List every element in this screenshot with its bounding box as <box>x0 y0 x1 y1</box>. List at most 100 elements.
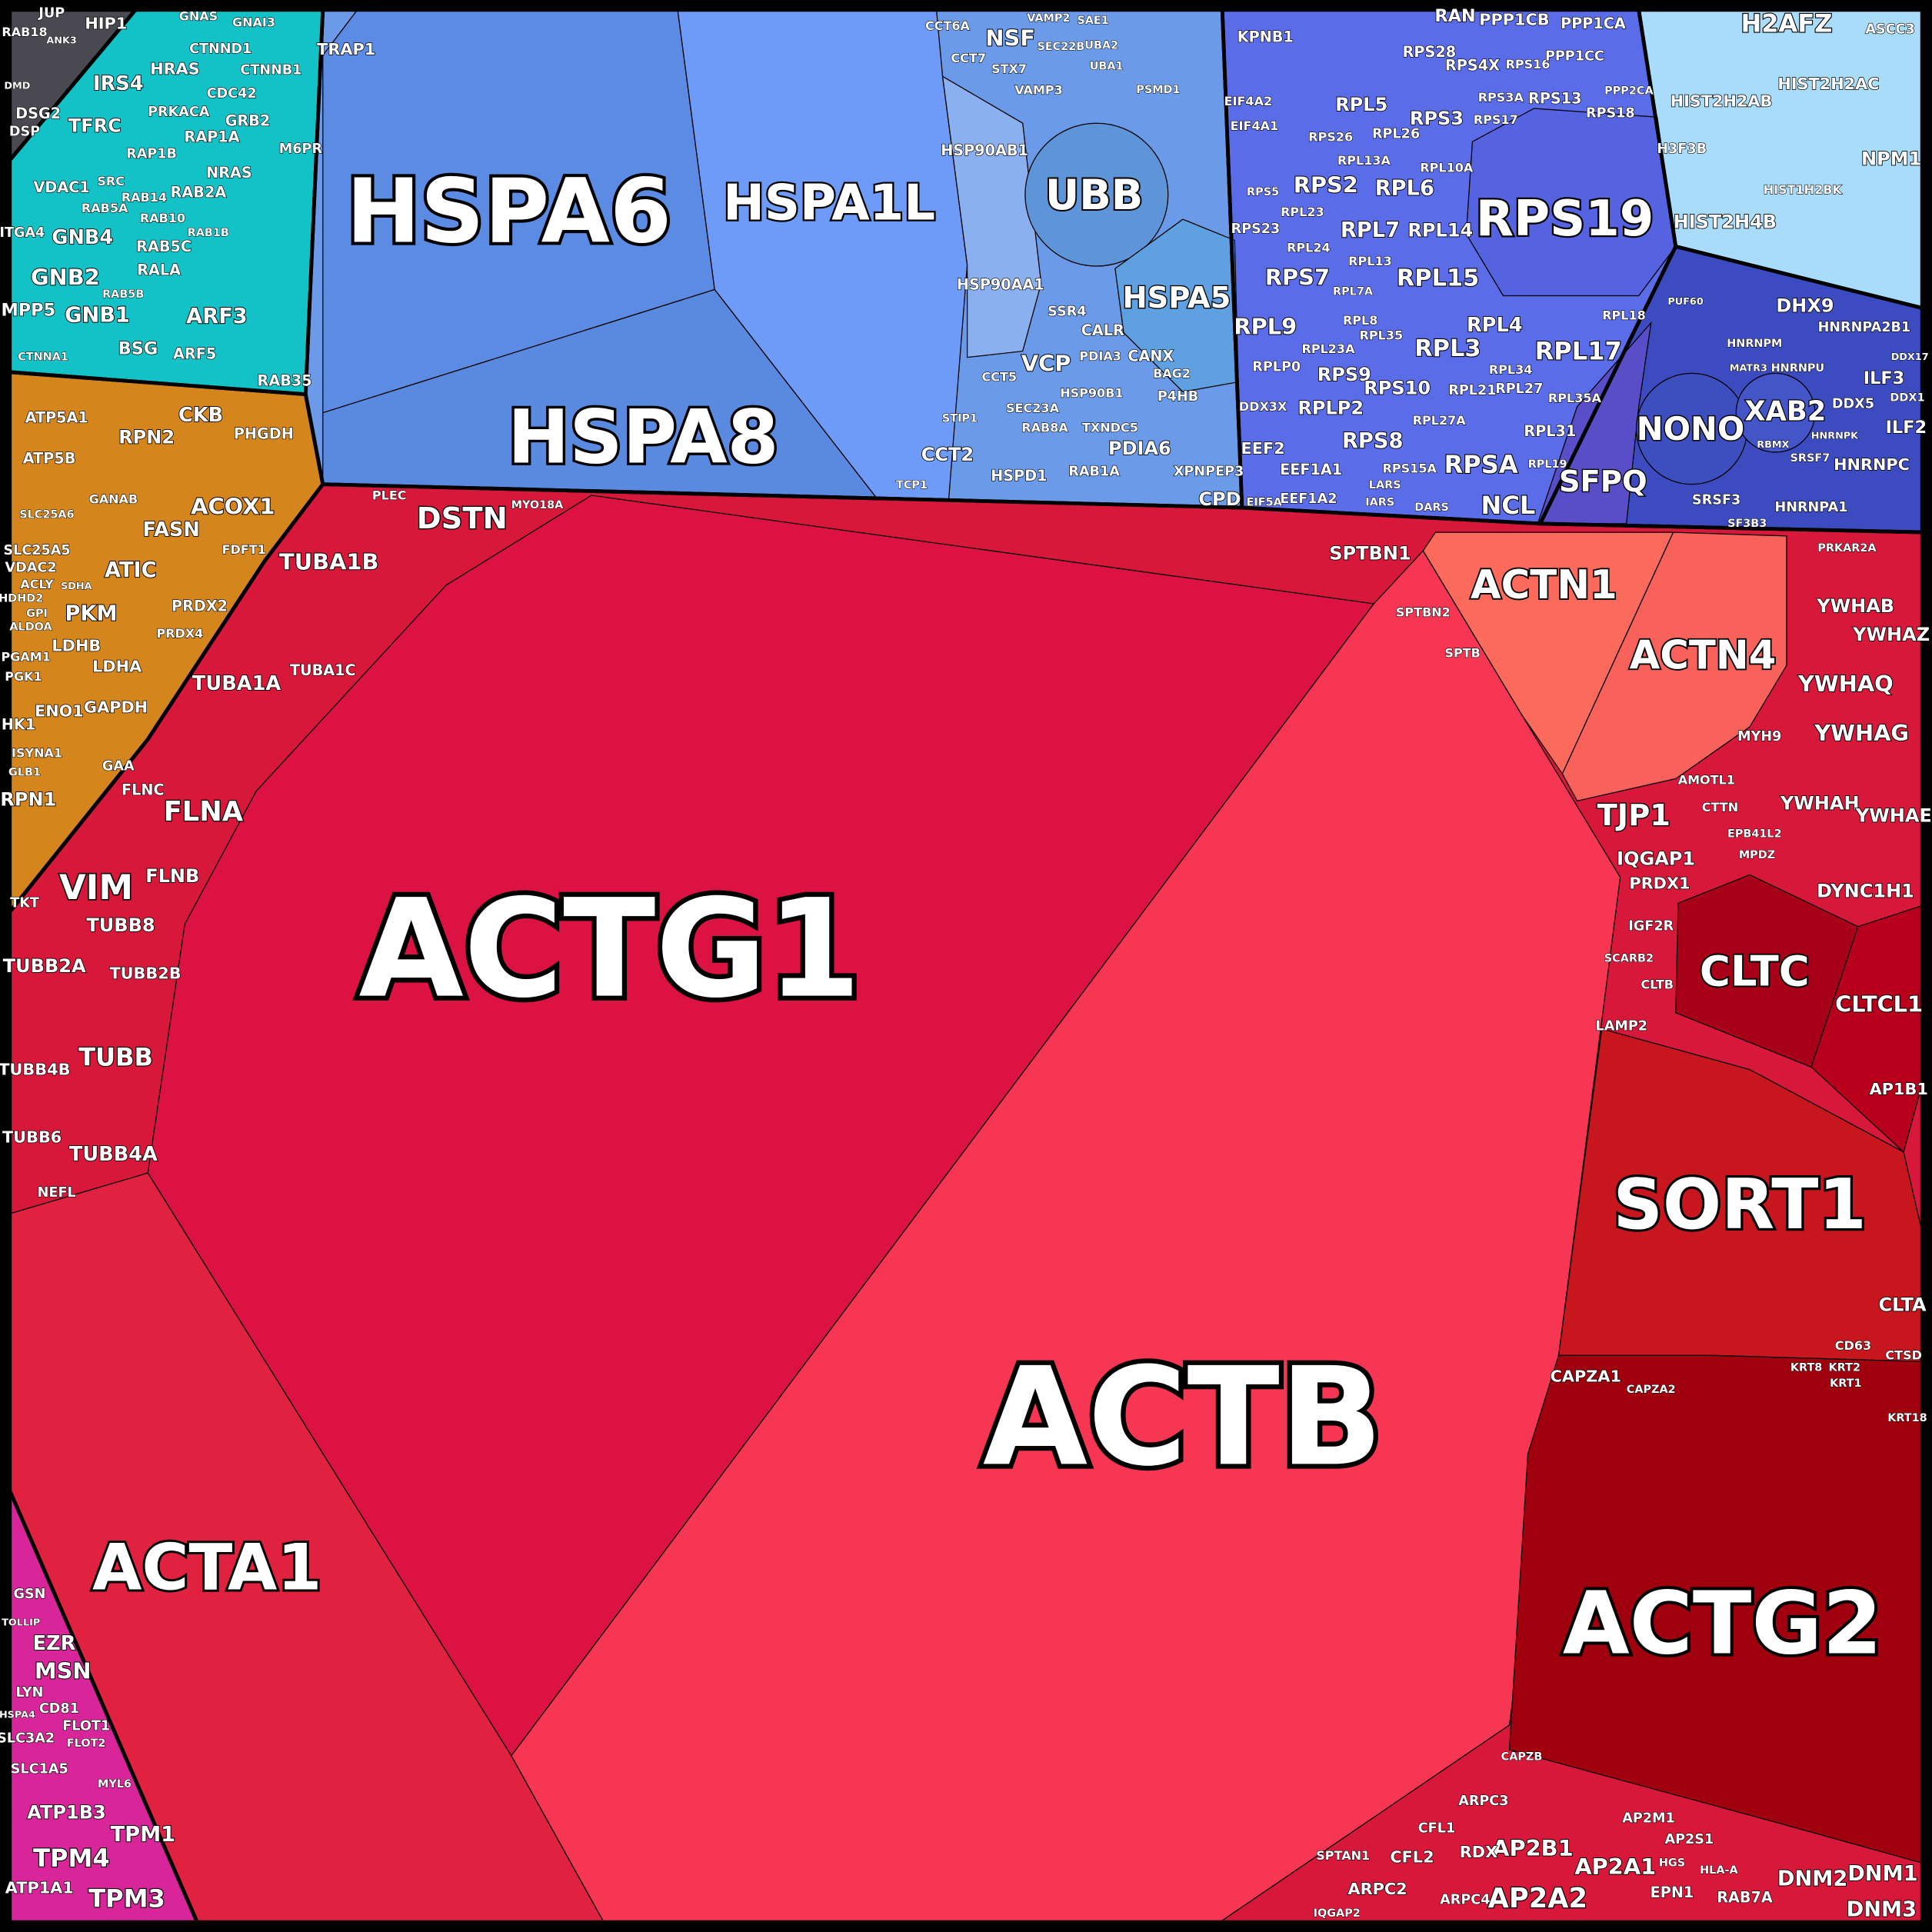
cell-label: SLC25A6 <box>19 509 74 521</box>
cell-label: CCT2 <box>921 444 974 465</box>
cell-label: MSN <box>35 1657 92 1684</box>
cell-label: XAB2 <box>1744 396 1826 428</box>
cell-label: HIST1H2BK <box>1764 182 1843 197</box>
cell-label: UBA1 <box>1090 61 1124 73</box>
cell-label: NPM1 <box>1861 148 1921 170</box>
cell-layer <box>9 9 1923 1923</box>
cell-label: M6PR <box>279 142 323 157</box>
cell-label: RPS19 <box>1476 191 1654 248</box>
cell-ubb[interactable] <box>1024 122 1169 267</box>
cell-label: RPS2 <box>1294 172 1358 198</box>
cell-label: ARPC2 <box>1348 1880 1407 1898</box>
cell-label: VAMP3 <box>1014 82 1063 97</box>
cell-label: GNB4 <box>52 226 113 249</box>
cell-label: YWHAB <box>1816 595 1894 617</box>
cell-label: ACLY <box>20 577 54 591</box>
cell-label: ACTA1 <box>92 1530 321 1604</box>
cell-label: SEC22B <box>1037 41 1084 53</box>
cell-label: HSPD1 <box>991 467 1047 485</box>
cell-label: CTNNA1 <box>18 351 68 364</box>
group-border <box>1538 245 1924 535</box>
cell-label: KPNB1 <box>1237 28 1294 46</box>
cell-label: TUBB2B <box>109 964 181 983</box>
cell-label: CLTB <box>1641 978 1674 992</box>
cell-label: RAB18 <box>2 25 47 39</box>
cell-label: SLC1A5 <box>11 1762 68 1777</box>
cell-label: RDX <box>1460 1843 1497 1861</box>
cell-label: RPS9 <box>1317 364 1371 385</box>
cell-hsp90aa1[interactable] <box>941 75 1042 358</box>
cell-label: ATP5B <box>23 449 76 467</box>
cell-label: AP2A1 <box>1574 1854 1656 1880</box>
cell-label: TXNDC5 <box>1082 420 1138 435</box>
cell-label: IRS4 <box>93 72 144 95</box>
cell-label: GAPDH <box>84 698 148 717</box>
cell-label: JUP <box>38 6 65 22</box>
cell-label: ALDOA <box>9 621 52 633</box>
cell-label: CTSD <box>1885 1348 1922 1363</box>
cell-label: PRDX2 <box>172 598 228 615</box>
cell-label: HSP90AA1 <box>957 276 1044 294</box>
cell-label: SPTAN1 <box>1316 1848 1370 1863</box>
cell-label: GNB2 <box>31 264 100 290</box>
cell-label: RPL7A <box>1333 286 1374 298</box>
cell-label: PRKAR2A <box>1817 542 1877 555</box>
cell-cltcl1[interactable] <box>1810 904 1923 1154</box>
cell-label: CTTN <box>1702 800 1738 814</box>
cell-label: IGF2R <box>1628 919 1674 934</box>
cell-label: GRB2 <box>225 112 271 130</box>
cell-label: YWHAE <box>1855 805 1932 827</box>
cell-rps19[interactable] <box>1465 108 1677 297</box>
cell-label: CLTCL1 <box>1835 991 1923 1018</box>
cell-label: GANAB <box>89 491 138 506</box>
cell-label: ACTB <box>983 1337 1383 1496</box>
cell-label: MYL6 <box>98 1778 132 1790</box>
cell-label: LYN <box>15 1685 43 1700</box>
cell-label: RAB5C <box>136 238 192 255</box>
cell-label: HNRNPU <box>1771 362 1825 375</box>
cell-label: RAB14 <box>122 190 167 205</box>
cell-label: RAB7A <box>1717 1889 1773 1907</box>
cell-label: RPL27A <box>1413 413 1467 428</box>
cell-label: RPS28 <box>1403 43 1456 61</box>
cell-label: PPP1CB <box>1479 11 1549 29</box>
cell-label: HRAS <box>150 60 200 78</box>
cell-label: RPL34 <box>1489 362 1533 377</box>
cell-label: ILF3 <box>1864 368 1905 388</box>
cell-xab2[interactable] <box>1735 372 1816 453</box>
cell-label: ARF3 <box>186 305 248 328</box>
cell-label: H3F3B <box>1657 142 1707 157</box>
cell-label: TUBB <box>78 1043 153 1072</box>
cell-label: AP2A2 <box>1488 1883 1587 1914</box>
cell-label: YWHAZ <box>1852 624 1930 645</box>
cell-label: RAP1A <box>185 128 240 145</box>
cell-label: IARS <box>1365 497 1394 509</box>
cell-label: VAMP2 <box>1027 12 1070 25</box>
cell-label: RPL4 <box>1467 314 1523 337</box>
cell-label: CDC42 <box>207 86 257 102</box>
cell-label: ACOX1 <box>191 493 275 519</box>
cell-label: RPL5 <box>1335 94 1387 115</box>
cell-label: NONO <box>1637 410 1745 448</box>
cell-label: TKT <box>10 895 39 911</box>
cell-label: RPL24 <box>1287 241 1331 255</box>
cell-actn1[interactable] <box>1422 531 1674 775</box>
cell-label: TUBA1A <box>192 672 281 695</box>
cell-label: GAA <box>102 758 135 774</box>
cell-label: HSPA1L <box>723 175 935 232</box>
cell-label: FLOT1 <box>62 1718 110 1734</box>
cell-label: SPTB <box>1444 646 1480 661</box>
cell-actn4[interactable] <box>1561 531 1787 802</box>
cell-label: RPL23 <box>1281 205 1324 219</box>
cell-label: EIF5A <box>1247 497 1283 509</box>
cell-label: RPS13 <box>1528 90 1581 108</box>
cell-label: RAN <box>1434 6 1475 26</box>
cell-label: CAPZA1 <box>1551 1367 1621 1385</box>
cell-label: RPL31 <box>1524 422 1576 440</box>
cell-label: ACTN1 <box>1471 562 1617 608</box>
cell-label: UBA2 <box>1084 39 1118 52</box>
cell-label: RPS16 <box>1506 57 1551 72</box>
cell-label: FLNB <box>145 865 199 887</box>
cell-label: UBB <box>1045 170 1143 219</box>
cell-label: TPM1 <box>111 1823 176 1847</box>
